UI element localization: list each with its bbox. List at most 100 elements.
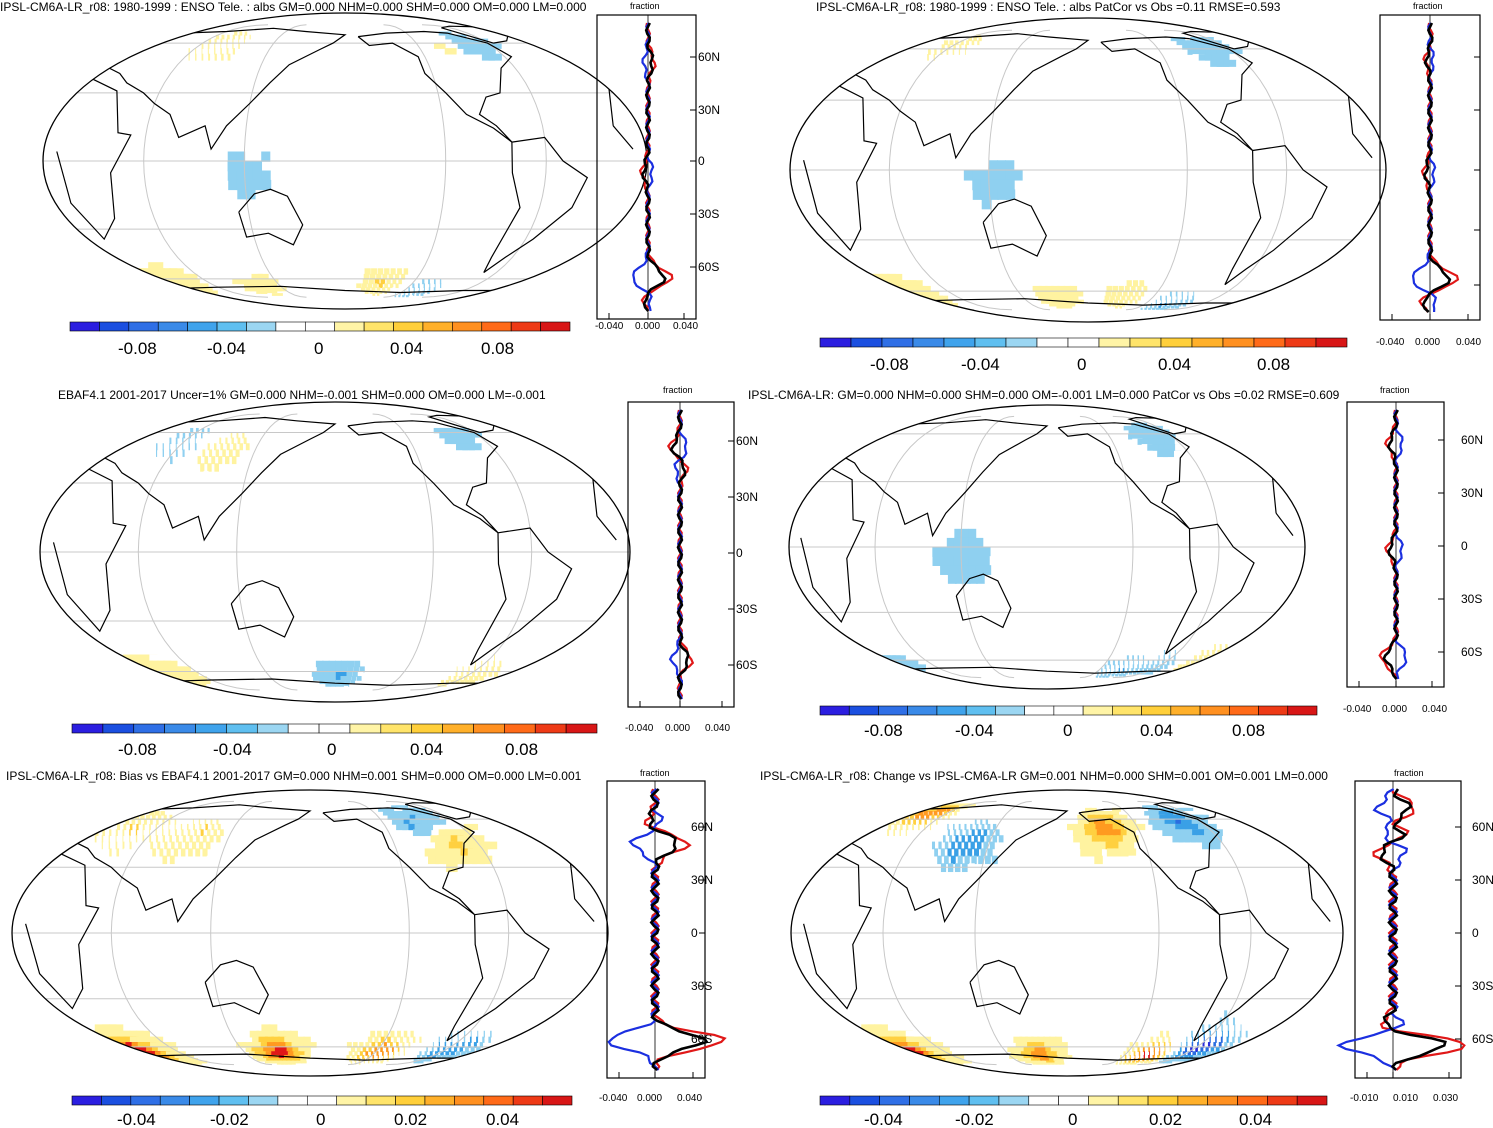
anomaly-cell	[355, 1060, 357, 1064]
anomaly-cell	[359, 1051, 363, 1056]
anomaly-cell	[936, 805, 943, 809]
anomaly-cell	[905, 1030, 919, 1038]
anomaly-cell	[221, 34, 225, 40]
anomaly-cell	[1115, 305, 1118, 309]
colorbar-swatch	[565, 723, 598, 734]
anomaly-cell	[1185, 299, 1188, 304]
anomaly-cell	[1143, 1060, 1148, 1064]
lat-tick: 0	[1461, 539, 1468, 553]
anomaly-cell	[432, 1042, 434, 1048]
anomaly-cell	[1033, 1060, 1041, 1064]
zonal-mean-line	[1418, 22, 1460, 313]
anomaly-cell	[942, 814, 945, 820]
anomaly-cell	[980, 819, 983, 825]
anomaly-cell	[194, 437, 196, 445]
anomaly-cell	[218, 456, 223, 465]
anomaly-cell	[1040, 1062, 1047, 1065]
anomaly-cell	[494, 671, 499, 677]
anomaly-cell	[143, 819, 147, 825]
anomaly-cell	[941, 44, 945, 50]
anomaly-cell	[1114, 664, 1116, 669]
anomaly-cell	[209, 835, 214, 843]
anomaly-cell	[420, 293, 424, 296]
colorbar-swatch	[938, 1095, 970, 1106]
anomaly-cell	[175, 449, 178, 457]
anomaly-cell	[1169, 1042, 1171, 1048]
anomaly-cell	[1207, 1042, 1211, 1048]
anomaly-cell	[1055, 1042, 1063, 1048]
anomaly-cell	[1033, 1054, 1041, 1059]
graticule-line	[347, 800, 410, 1066]
anomaly-cell	[1056, 305, 1064, 309]
anomaly-cell	[289, 1030, 298, 1038]
anomaly-cell	[226, 43, 228, 49]
anomaly-cell	[204, 456, 209, 465]
anomaly-cell	[954, 811, 957, 816]
colorbar-swatch	[481, 321, 512, 332]
anomaly-cell	[1180, 829, 1192, 837]
colorbar-swatch	[542, 1095, 573, 1106]
anomaly-cell	[1200, 664, 1207, 669]
anomaly-cell	[249, 1051, 259, 1056]
anomaly-cell	[431, 1046, 434, 1053]
anomaly-cell	[1210, 1046, 1215, 1053]
colorbar-label: 0.08	[505, 740, 538, 759]
anomaly-cell	[479, 676, 484, 681]
anomaly-cell	[1124, 285, 1130, 292]
anomaly-cell	[358, 671, 364, 677]
anomaly-cell	[1057, 1058, 1064, 1062]
anomaly-cell	[1084, 823, 1092, 831]
anomaly-cell	[1077, 299, 1084, 304]
anomaly-cell	[222, 449, 226, 457]
anomaly-cell	[448, 1046, 452, 1053]
anomaly-cell	[1020, 1051, 1030, 1056]
anomaly-cell	[149, 1036, 164, 1043]
anomaly-cell	[1179, 1058, 1185, 1062]
anomaly-cell	[1107, 660, 1111, 666]
graticule-line	[137, 413, 260, 691]
anomaly-cell	[1123, 291, 1128, 297]
colorbar-label: 0.04	[410, 740, 443, 759]
anomaly-cell	[1101, 668, 1103, 673]
anomaly-cell	[1126, 829, 1137, 837]
anomaly-cell	[438, 829, 452, 837]
anomaly-cell	[918, 819, 922, 825]
anomaly-cell	[1146, 805, 1158, 809]
anomaly-cell	[440, 679, 445, 685]
anomaly-cell	[244, 170, 255, 181]
anomaly-cell	[419, 829, 432, 837]
anomaly-cell	[1147, 660, 1150, 666]
anomaly-cell	[1191, 1042, 1194, 1048]
anomaly-cell	[277, 1036, 287, 1043]
anomaly-cell	[1091, 835, 1100, 843]
anomaly-cell	[1046, 1051, 1054, 1056]
anomaly-cell	[901, 819, 906, 825]
anomaly-cell	[1140, 291, 1145, 297]
anomaly-cell	[466, 671, 470, 677]
anomaly-cell	[395, 805, 409, 809]
anomaly-cell	[1209, 1030, 1211, 1038]
anomaly-cell	[988, 160, 998, 171]
anomaly-cell	[953, 823, 955, 831]
anomaly-cell	[1177, 1051, 1181, 1056]
anomaly-cell	[926, 814, 930, 820]
anomaly-cell	[470, 1046, 475, 1053]
anomaly-cell	[100, 1042, 118, 1048]
anomaly-cell	[256, 278, 268, 285]
anomaly-cell	[363, 1060, 365, 1064]
anomaly-cell	[474, 848, 488, 857]
colorbar-swatch	[128, 321, 159, 332]
anomaly-cell	[1215, 1036, 1217, 1043]
anomaly-cell	[403, 1046, 405, 1053]
anomaly-cell	[1047, 291, 1056, 297]
anomaly-cell	[350, 1046, 356, 1053]
profile-label: fraction	[1394, 768, 1424, 778]
anomaly-cell	[1106, 848, 1116, 857]
colorbar-swatch	[534, 723, 567, 734]
panel-title: IPSL-CM6A-LR: GM=0.000 NHM=0.000 SHM=0.0…	[748, 388, 1340, 402]
anomaly-cell	[131, 819, 136, 825]
anomaly-cell	[384, 283, 389, 289]
graticule-line	[383, 24, 447, 298]
colorbar-label: 0.04	[1140, 721, 1173, 740]
anomaly-cell	[1163, 1058, 1167, 1062]
